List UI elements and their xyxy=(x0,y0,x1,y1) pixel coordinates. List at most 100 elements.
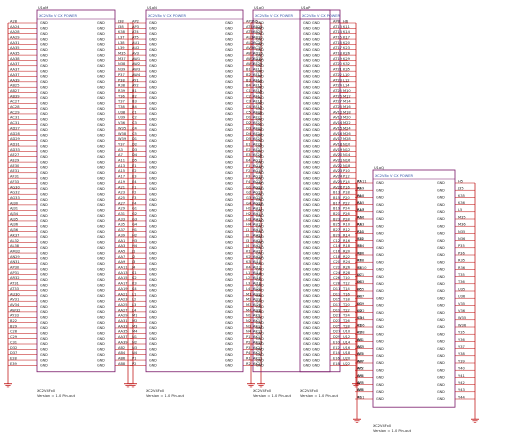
pin-label: AA19 xyxy=(118,287,128,291)
gnd-label: GND xyxy=(312,166,320,170)
pin-label: B1 xyxy=(132,89,137,93)
pin-label: N4 xyxy=(132,351,138,355)
gnd-label: GND xyxy=(97,155,105,159)
gnd-label: GND xyxy=(40,257,48,261)
pin-label: AV3 xyxy=(132,52,139,56)
pin-label: AN29 xyxy=(10,255,20,259)
pin-label: AJ24 xyxy=(253,298,262,302)
gnd-label: GND xyxy=(97,235,105,239)
gnd-label: GND xyxy=(256,321,264,325)
pin-label: R26 xyxy=(343,266,351,270)
gnd-label: GND xyxy=(225,59,233,63)
gnd-label: GND xyxy=(225,257,233,261)
net-label: U5 xyxy=(357,287,362,291)
pin-label: D2 xyxy=(132,142,137,146)
net-label: T8 xyxy=(356,251,362,255)
gnd-label: GND xyxy=(303,294,311,298)
gnd-label: GND xyxy=(149,364,157,368)
gnd-label: GND xyxy=(256,219,264,223)
gnd-label: GND xyxy=(97,118,105,122)
pin-label: AV3 xyxy=(246,46,253,50)
pin-label: A33 xyxy=(118,217,125,221)
pin-label: B1 xyxy=(246,68,251,72)
gnd-label: GND xyxy=(312,219,320,223)
gnd-label: GND xyxy=(97,21,105,25)
pin-label: C31 xyxy=(10,340,17,344)
pin-label: AT5 xyxy=(246,30,253,34)
pin-label: AA17 xyxy=(118,282,128,286)
pin-label: A29 xyxy=(118,207,126,211)
gnd-label: GND xyxy=(312,96,320,100)
gnd-label: GND xyxy=(225,96,233,100)
net-label: W1 xyxy=(357,338,363,342)
pin-label: AK11 xyxy=(253,319,262,323)
gnd-label: GND xyxy=(437,268,445,272)
pin-label: K3 xyxy=(246,260,251,264)
pin-label: T36 xyxy=(457,280,465,284)
gnd-label: GND xyxy=(40,337,48,341)
pin-label: D11 xyxy=(333,287,340,291)
pin-label: W36 xyxy=(458,323,467,327)
component-header-u1c: XC2V8x V CX POWER xyxy=(255,14,294,18)
gnd-label: GND xyxy=(97,91,105,95)
pin-label: AA7 xyxy=(118,255,125,259)
pin-label: G4 xyxy=(132,223,138,227)
pin-label: AF25 xyxy=(253,137,262,141)
pin-label: AK17 xyxy=(253,335,262,339)
pin-label: AA3 xyxy=(357,223,364,227)
gnd-label: GND xyxy=(312,246,320,250)
gnd-label: GND xyxy=(303,101,311,105)
gnd-label: GND xyxy=(303,267,311,271)
pin-label: AJ12 xyxy=(253,266,261,270)
pin-label: AF28 xyxy=(253,153,263,157)
net-label: U2 xyxy=(357,309,362,313)
pin-label: AJ16 xyxy=(253,276,262,280)
pin-label: P14 xyxy=(343,180,350,184)
gnd-label: GND xyxy=(149,278,157,282)
pin-label: E3 xyxy=(246,153,251,157)
pin-label: T12 xyxy=(342,282,350,286)
gnd-label: GND xyxy=(225,289,233,293)
pin-label: C1 xyxy=(132,110,137,114)
gnd-label: GND xyxy=(40,176,48,180)
gnd-label: GND xyxy=(256,64,264,68)
pin-label: AT24 xyxy=(333,84,343,88)
pin-label: AD30 xyxy=(253,57,264,61)
gnd-label: GND xyxy=(303,166,311,170)
gnd-label: GND xyxy=(149,96,157,100)
pin-label: AF4 xyxy=(357,374,365,378)
gnd-label: GND xyxy=(312,91,320,95)
gnd-label: GND xyxy=(97,326,105,330)
gnd-label: GND xyxy=(256,214,264,218)
pin-label: AF15 xyxy=(253,84,262,88)
pin-label: P26 xyxy=(343,212,350,216)
gnd-label: GND xyxy=(256,187,264,191)
pin-label: AV25 xyxy=(333,180,342,184)
gnd-label: GND xyxy=(256,267,264,271)
pin-label: U12 xyxy=(343,335,350,339)
pin-label: AW3 xyxy=(132,68,140,72)
pin-label: AT19 xyxy=(333,57,343,61)
gnd-label: GND xyxy=(97,53,105,57)
gnd-label: GND xyxy=(437,253,445,257)
gnd-label: GND xyxy=(97,43,105,47)
gnd-label: GND xyxy=(149,332,157,336)
gnd-label: GND xyxy=(437,246,445,250)
pin-label: AE31 xyxy=(10,169,19,173)
pin-label: AK13 xyxy=(253,324,262,328)
pin-label: P18 xyxy=(343,191,350,195)
gnd-label: GND xyxy=(256,182,264,186)
gnd-label: GND xyxy=(376,203,384,207)
pin-label: P2 xyxy=(132,362,136,366)
gnd-label: GND xyxy=(312,21,320,25)
pin-label: AA13 xyxy=(118,271,128,275)
pin-label: R22 xyxy=(343,255,350,259)
pin-label: D17 xyxy=(333,303,340,307)
gnd-label: GND xyxy=(149,150,157,154)
gnd-label: GND xyxy=(376,304,384,308)
pin-label: AK37 xyxy=(10,233,19,237)
pin-label: AV13 xyxy=(333,116,342,120)
pin-label: U22 xyxy=(343,362,350,366)
pin-label: AK27 xyxy=(253,362,262,366)
gnd-label: GND xyxy=(149,203,157,207)
